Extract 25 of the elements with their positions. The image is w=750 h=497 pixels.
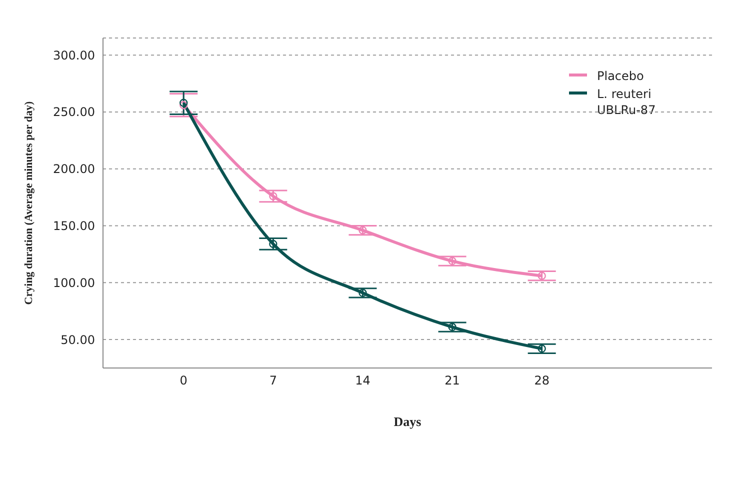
point <box>180 101 188 110</box>
point <box>448 322 456 332</box>
point <box>358 226 367 234</box>
y-tick-label: 200.00 <box>53 162 95 176</box>
legend-label: L. reuteri UBLRu-87 <box>597 86 657 118</box>
y-axis-title: Crying duration (Average minutes per day) <box>22 100 35 305</box>
y-tick-label: 150.00 <box>53 219 95 234</box>
x-tick-label: 28 <box>534 374 550 388</box>
y-tick-label: 250.00 <box>53 105 95 120</box>
point <box>269 240 278 248</box>
point <box>538 272 546 280</box>
legend-label: Placebo <box>597 68 644 84</box>
point <box>358 288 367 297</box>
point <box>538 344 546 353</box>
y-tick-label: 50.00 <box>60 332 95 347</box>
point <box>269 192 278 200</box>
y-tick-label: 300.00 <box>53 48 95 62</box>
point <box>180 98 188 107</box>
x-tick-label: 21 <box>444 374 460 388</box>
x-tick-label: 7 <box>269 374 277 388</box>
x-tick-label: 14 <box>355 374 370 388</box>
x-axis-title: Days <box>394 414 422 429</box>
x-tick-label: 0 <box>180 374 188 388</box>
point <box>448 256 456 266</box>
y-tick-label: 100.00 <box>53 276 95 290</box>
